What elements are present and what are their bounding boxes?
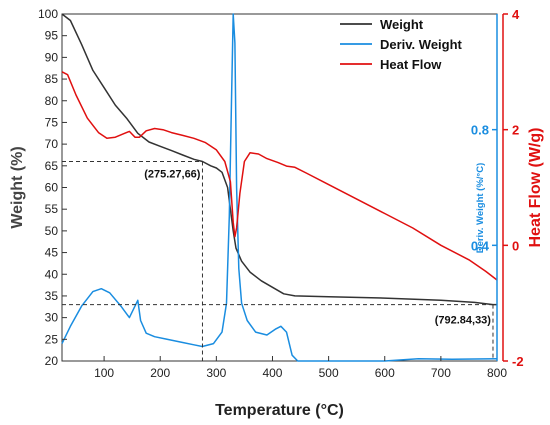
heat-flow-axis-label: Heat Flow (W/g)	[527, 128, 544, 248]
left-tick-label: 65	[45, 159, 59, 173]
left-tick-label: 25	[45, 332, 59, 346]
annotation-layer: (275.27,66) (792.84,33)	[62, 160, 494, 361]
x-tick-label: 800	[487, 366, 507, 380]
left-tick-label: 35	[45, 289, 59, 303]
heat-flow-tick-label: 0	[512, 238, 519, 253]
legend: Weight Deriv. Weight Heat Flow	[340, 17, 463, 72]
x-axis-label: Temperature (°C)	[215, 402, 344, 419]
left-tick-label: 70	[45, 137, 59, 151]
legend-label: Heat Flow	[380, 57, 442, 72]
left-tick-label: 75	[45, 115, 59, 129]
left-tick-label: 100	[38, 7, 58, 21]
left-tick-label: 30	[45, 311, 59, 325]
deriv-weight-axis-label: Deriv. Weight (%/°C)	[475, 163, 486, 254]
left-tick-label: 60	[45, 181, 59, 195]
deriv-weight-tick-label: 0.8	[471, 123, 489, 138]
left-tick-label: 20	[45, 354, 59, 368]
legend-label: Deriv. Weight	[380, 37, 463, 52]
left-axis-label: Weight (%)	[9, 146, 26, 228]
x-tick-label: 600	[375, 366, 395, 380]
heat-flow-tick-label: 2	[512, 123, 519, 138]
left-tick-label: 45	[45, 246, 59, 260]
x-tick-label: 700	[431, 366, 451, 380]
left-tick-label: 95	[45, 29, 59, 43]
annotation-label: (792.84,33)	[435, 315, 492, 327]
legend-label: Weight	[380, 17, 424, 32]
left-tick-label: 50	[45, 224, 59, 238]
left-tick-label: 80	[45, 94, 59, 108]
series-layer	[61, 13, 498, 362]
x-tick-label: 100	[94, 366, 114, 380]
deriv-weight-tick-label: 0.4	[471, 238, 490, 253]
heat-flow-tick-label: 4	[512, 7, 520, 22]
x-tick-label: 400	[262, 366, 282, 380]
series-line-deriv-weight	[61, 13, 498, 362]
heat-flow-tick-label: -2	[512, 354, 524, 369]
left-tick-label: 40	[45, 267, 59, 281]
left-tick-label: 90	[45, 50, 59, 64]
x-tick-label: 500	[319, 366, 339, 380]
left-tick-label: 55	[45, 202, 59, 216]
x-tick-label: 300	[206, 366, 226, 380]
x-tick-label: 200	[150, 366, 170, 380]
annotation-label: (275.27,66)	[144, 168, 201, 180]
series-line-heat-flow	[61, 71, 498, 281]
series-line-weight	[61, 13, 497, 306]
left-tick-label: 85	[45, 72, 59, 86]
